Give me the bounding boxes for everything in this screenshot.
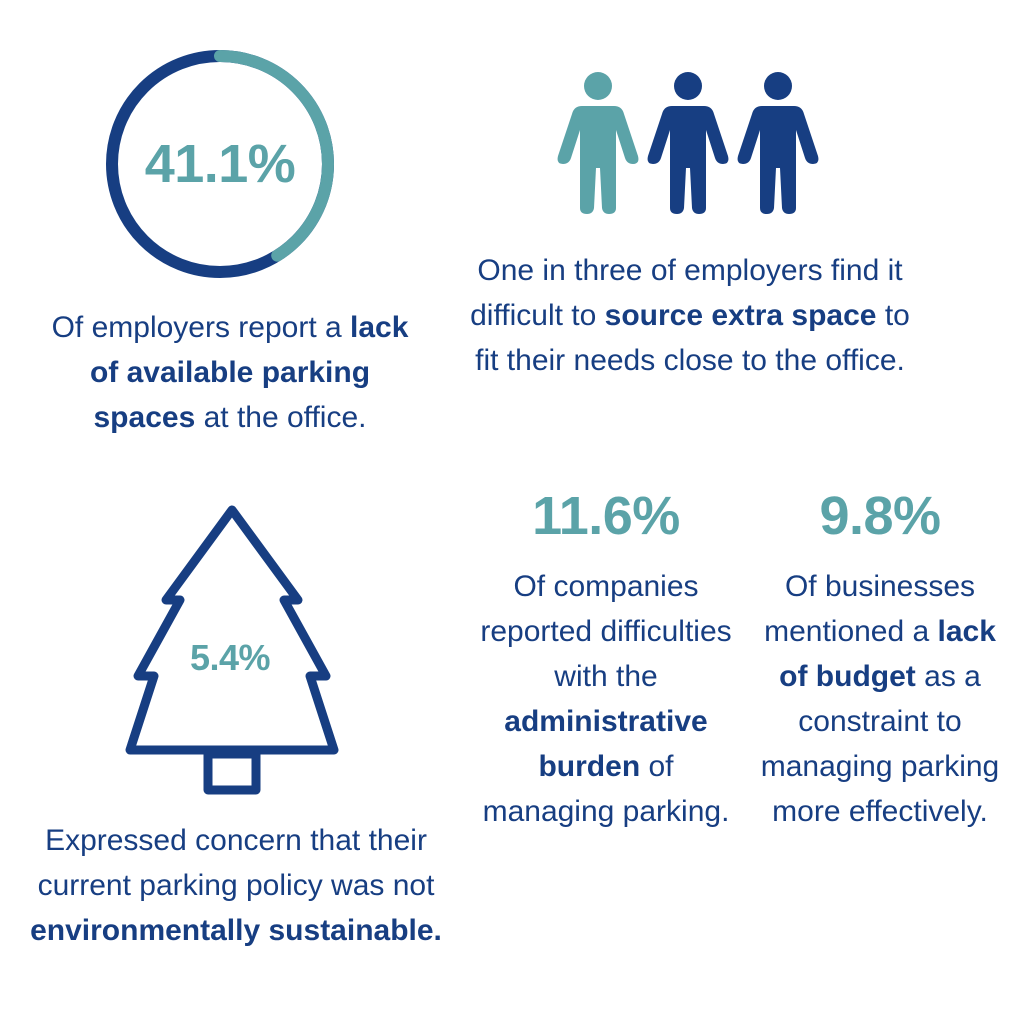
admin-stat-caption: Of companies reported difficulties with …	[480, 570, 732, 828]
person-icon	[647, 72, 729, 214]
ring-stat-value: 41.1%	[144, 134, 296, 194]
ring-stat-caption: Of employers report a lack of available …	[51, 311, 409, 434]
person-icon-highlighted	[557, 72, 639, 214]
people-icons	[552, 68, 824, 218]
person-icon	[737, 72, 819, 214]
tree-stat-value: 5.4%	[189, 637, 271, 678]
tree-icon	[122, 500, 342, 800]
tree-stat-caption: Expressed concern that their current par…	[30, 824, 442, 947]
budget-stat-value: 9.8%	[819, 486, 941, 546]
admin-stat-value: 11.6%	[532, 486, 680, 546]
progress-ring	[103, 47, 337, 281]
budget-stat-caption: Of businesses mentioned a lack of budget…	[760, 570, 1000, 828]
people-stat-caption: One in three of employers find it diffic…	[470, 254, 910, 377]
